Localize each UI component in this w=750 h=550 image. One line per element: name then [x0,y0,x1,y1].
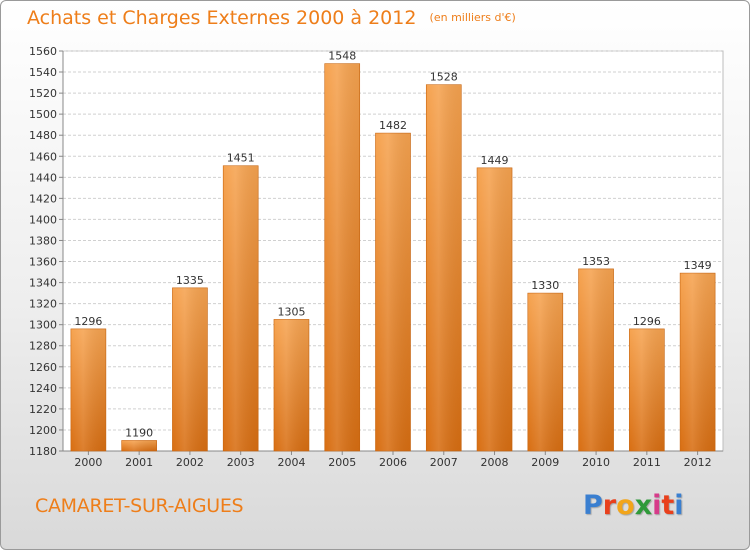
y-tick-label: 1180 [29,445,57,458]
y-tick-label: 1340 [29,277,57,290]
y-tick-label: 1320 [29,298,57,311]
y-tick-label: 1440 [29,171,57,184]
x-tick-label-2001: 2001 [125,456,153,469]
y-tick-label: 1500 [29,108,57,121]
y-tick-label: 1200 [29,424,57,437]
value-label-2004: 1305 [277,305,305,318]
value-label-2007: 1528 [430,71,458,84]
y-tick-label: 1260 [29,361,57,374]
value-label-2001: 1190 [125,426,153,439]
bar-highlight-2010 [578,268,614,451]
bar-highlight-2005 [324,63,360,451]
x-tick-label-2000: 2000 [74,456,102,469]
logo-letter: P [583,490,603,521]
x-tick-label-2007: 2007 [430,456,458,469]
bar-highlight-2002 [172,287,208,451]
y-tick-label: 1280 [29,340,57,353]
bar-highlight-2009 [527,293,563,451]
bars [70,63,716,452]
logo-letter: i [674,490,684,521]
value-label-2005: 1548 [328,50,356,63]
y-tick-label: 1460 [29,150,57,163]
x-tick-label-2003: 2003 [227,456,255,469]
value-label-2009: 1330 [531,279,559,292]
y-tick-label: 1220 [29,403,57,416]
value-label-2000: 1296 [74,315,102,328]
x-tick-label-2011: 2011 [633,456,661,469]
x-tick-label-2009: 2009 [531,456,559,469]
value-labels: 1296 1190 1335 1451 1305 1548 1482 1528 1449 1330… [74,50,711,440]
bar-highlight-2006 [375,133,411,451]
value-label-2012: 1349 [684,259,712,272]
x-tick-label-2006: 2006 [379,456,407,469]
logo-letter: o [616,490,635,521]
value-label-2002: 1335 [176,274,204,287]
x-tick-label-2002: 2002 [176,456,204,469]
x-tick-label-2005: 2005 [328,456,356,469]
proxiti-logo: Proxiti [583,490,684,521]
y-tick-label: 1360 [29,256,57,269]
logo-letter: r [602,490,617,521]
chart-title-block: Achats et Charges Externes 2000 à 2012 (… [27,7,516,29]
y-tick-label: 1520 [29,87,57,100]
value-label-2008: 1449 [481,154,509,167]
bar-highlight-2011 [629,328,665,451]
y-axis: 1180 1200 1220 1240 1260 1280 1300 1320 1340 1360… [29,45,64,458]
logo-letter: t [661,490,675,521]
bar-highlight-2007 [426,84,462,452]
y-tick-label: 1400 [29,213,57,226]
y-tick-label: 1540 [29,66,57,79]
y-tick-label: 1560 [29,45,57,58]
value-label-2003: 1451 [227,152,255,165]
x-tick-label-2004: 2004 [277,456,305,469]
y-tick-label: 1240 [29,382,57,395]
bar-highlight-2000 [70,328,106,451]
place-name: CAMARET-SUR-AIGUES [35,495,244,517]
bar-highlight-2003 [223,165,259,451]
bar-highlight-2004 [273,319,309,451]
logo-letter: x [634,490,653,521]
bar-highlight-2008 [477,167,513,451]
y-tick-label: 1380 [29,234,57,247]
x-tick-label-2008: 2008 [481,456,509,469]
x-tick-label-2010: 2010 [582,456,610,469]
y-tick-label: 1300 [29,319,57,332]
value-label-2010: 1353 [582,255,610,268]
bar-highlight-2001 [121,440,157,451]
x-tick-label-2012: 2012 [684,456,712,469]
bar-highlight-2012 [680,273,716,451]
logo-letter: i [652,490,662,521]
chart-subtitle: (en milliers d'€) [429,11,516,24]
chart-title: Achats et Charges Externes 2000 à 2012 [27,7,417,29]
y-tick-label: 1420 [29,192,57,205]
x-axis: 2000 2001 2002 2003 2004 2005 2006 2007 2008 2009… [63,450,723,469]
value-label-2011: 1296 [633,315,661,328]
y-tick-label: 1480 [29,129,57,142]
value-label-2006: 1482 [379,119,407,132]
